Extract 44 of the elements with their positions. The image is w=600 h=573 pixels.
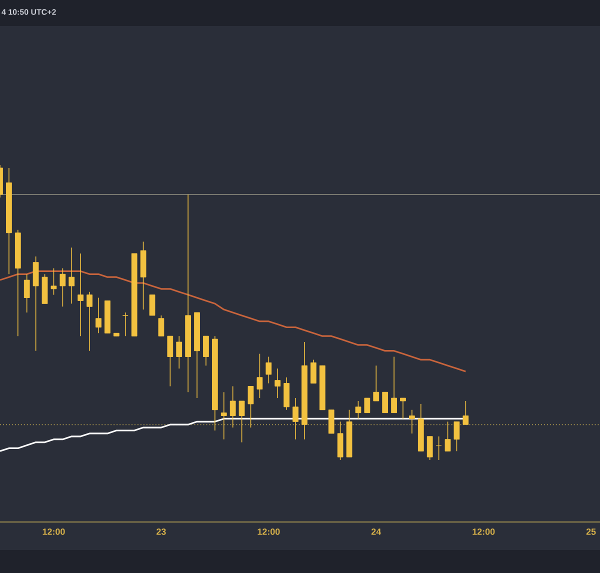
candlestick [149, 294, 156, 316]
candlestick [238, 400, 245, 443]
x-tick-label: 12:00 [258, 528, 280, 535]
x-tick-label: 25 [586, 528, 596, 535]
candlestick [310, 359, 316, 384]
candlestick [436, 436, 442, 460]
candlestick [364, 398, 370, 414]
candlestick [78, 253, 84, 336]
candlestick [328, 409, 334, 434]
x-tick-label: 12:00 [472, 528, 495, 535]
candlestick [230, 386, 236, 428]
candlestick [266, 356, 272, 384]
candlestick [176, 336, 182, 369]
candlestick [426, 436, 433, 460]
candlestick [203, 336, 209, 366]
candlestick [24, 274, 30, 313]
candlestick [462, 400, 469, 425]
candlestick [274, 368, 281, 398]
candlestick [284, 377, 290, 410]
candlestick [355, 400, 362, 420]
candlestick [454, 421, 460, 452]
candlestick [220, 392, 227, 440]
x-tick-label: 24 [371, 528, 382, 535]
candlestick [68, 247, 75, 304]
candlestick [96, 297, 102, 334]
candlestick [256, 353, 263, 398]
x-tick-label: 12:00 [42, 528, 65, 535]
candlestick [292, 398, 298, 440]
candlestick [382, 392, 388, 414]
candlestick [400, 398, 406, 420]
candlestick [391, 356, 397, 414]
x-tick-label: 23 [156, 528, 166, 535]
candlestick [373, 365, 380, 402]
candlestick [409, 409, 415, 434]
candlestick [248, 386, 254, 428]
candlestick [86, 291, 92, 352]
candlestick [444, 421, 451, 452]
candlestick [60, 268, 66, 307]
candlestick [167, 336, 174, 387]
candlestick [158, 315, 164, 336]
candlestick [122, 312, 128, 336]
candlestick [337, 421, 344, 460]
candlestick [50, 268, 57, 296]
candlestick [32, 256, 39, 352]
